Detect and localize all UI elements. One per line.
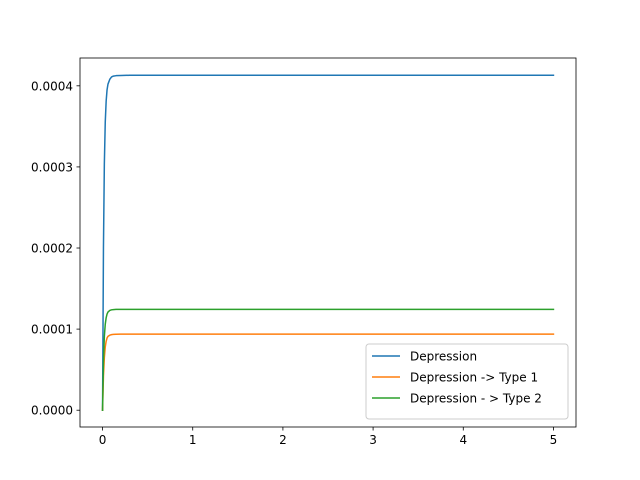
y-axis: 0.0000 0.0001 0.0002 0.0003 0.0004	[31, 79, 80, 418]
x-tick-label: 0	[99, 433, 107, 447]
x-tick-label: 5	[550, 433, 558, 447]
legend: Depression Depression -> Type 1 Depression…	[365, 343, 569, 420]
x-tick-label: 2	[279, 433, 287, 447]
series-line-depression-type-1	[101, 333, 555, 411]
x-tick-label: 4	[459, 433, 467, 447]
series-layer	[101, 74, 555, 411]
y-tick-label: 0.0000	[31, 404, 73, 418]
x-axis: 0 1 2 3 4 5	[99, 427, 558, 447]
legend-label-depression-type-1: Depression -> Type 1	[410, 371, 538, 385]
legend-label-depression: Depression	[410, 350, 477, 364]
series-line-depression	[101, 74, 555, 411]
y-tick-label: 0.0002	[31, 242, 73, 256]
series-line-depression-type-2	[101, 308, 555, 411]
legend-box	[365, 343, 569, 420]
y-tick-label: 0.0004	[31, 79, 73, 93]
y-tick-label: 0.0003	[31, 160, 73, 174]
plot-frame	[79, 57, 577, 428]
y-tick-label: 0.0001	[31, 323, 73, 337]
x-tick-label: 3	[369, 433, 377, 447]
x-tick-label: 1	[189, 433, 197, 447]
legend-label-depression-type-2: Depression - > Type 2	[410, 392, 542, 406]
